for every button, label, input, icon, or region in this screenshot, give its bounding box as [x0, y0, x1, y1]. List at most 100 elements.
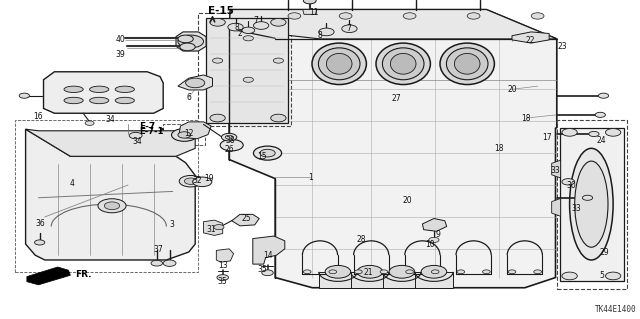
- Circle shape: [562, 179, 575, 185]
- Text: 22: 22: [525, 36, 534, 45]
- Circle shape: [184, 178, 197, 184]
- Text: 8: 8: [234, 23, 239, 32]
- Polygon shape: [253, 236, 285, 264]
- Text: 15: 15: [257, 152, 268, 161]
- Circle shape: [342, 25, 357, 33]
- Ellipse shape: [115, 86, 134, 93]
- Ellipse shape: [90, 86, 109, 93]
- Ellipse shape: [376, 43, 430, 85]
- Text: 4: 4: [70, 179, 75, 188]
- Polygon shape: [351, 272, 389, 288]
- Text: 2: 2: [237, 29, 243, 38]
- Text: 30: 30: [566, 181, 576, 189]
- Polygon shape: [383, 272, 421, 288]
- Circle shape: [85, 121, 94, 125]
- Text: 33: 33: [550, 166, 561, 175]
- Polygon shape: [27, 267, 70, 285]
- Circle shape: [223, 139, 238, 147]
- Text: 25: 25: [241, 214, 252, 223]
- Ellipse shape: [64, 97, 83, 104]
- Polygon shape: [26, 129, 195, 260]
- Ellipse shape: [64, 86, 83, 93]
- Circle shape: [273, 58, 284, 63]
- Circle shape: [178, 132, 191, 138]
- Text: 40: 40: [115, 35, 125, 44]
- Bar: [15, 120, 198, 272]
- Ellipse shape: [326, 54, 352, 74]
- Polygon shape: [44, 72, 163, 113]
- Text: 16: 16: [33, 112, 44, 121]
- Ellipse shape: [390, 54, 416, 74]
- Circle shape: [288, 13, 301, 19]
- Circle shape: [212, 58, 223, 63]
- Bar: [163, 124, 205, 145]
- Text: 31: 31: [206, 225, 216, 234]
- Circle shape: [421, 265, 447, 278]
- Circle shape: [151, 260, 163, 266]
- Polygon shape: [229, 10, 557, 39]
- Circle shape: [217, 275, 228, 280]
- Circle shape: [180, 43, 195, 51]
- Circle shape: [589, 131, 599, 137]
- Text: 37: 37: [154, 245, 164, 254]
- Text: 29: 29: [600, 248, 610, 256]
- Circle shape: [431, 270, 439, 274]
- Circle shape: [228, 23, 243, 31]
- Circle shape: [508, 270, 516, 274]
- Polygon shape: [552, 198, 561, 216]
- Bar: [198, 13, 291, 126]
- Text: 36: 36: [35, 219, 45, 228]
- Polygon shape: [415, 272, 453, 288]
- Circle shape: [339, 13, 352, 19]
- Ellipse shape: [454, 54, 480, 74]
- Ellipse shape: [383, 48, 424, 80]
- Text: FR.: FR.: [75, 270, 92, 279]
- Circle shape: [178, 35, 193, 43]
- Circle shape: [210, 114, 225, 122]
- Circle shape: [531, 13, 544, 19]
- Circle shape: [104, 202, 120, 210]
- Circle shape: [253, 22, 269, 29]
- Text: 17: 17: [542, 133, 552, 142]
- Polygon shape: [303, 10, 317, 14]
- Ellipse shape: [319, 48, 360, 80]
- Circle shape: [163, 260, 176, 266]
- Circle shape: [242, 27, 255, 33]
- Text: 6: 6: [186, 93, 191, 102]
- Text: 5: 5: [599, 271, 604, 280]
- Polygon shape: [232, 214, 259, 226]
- Polygon shape: [206, 18, 288, 123]
- Circle shape: [221, 133, 237, 141]
- Text: 3: 3: [169, 220, 174, 229]
- Text: E-7-1: E-7-1: [140, 127, 164, 136]
- Polygon shape: [512, 32, 549, 43]
- Ellipse shape: [575, 161, 608, 247]
- Polygon shape: [179, 122, 211, 139]
- Circle shape: [243, 36, 253, 41]
- Circle shape: [271, 19, 286, 26]
- Circle shape: [262, 270, 273, 276]
- Text: 38: 38: [225, 137, 236, 145]
- Circle shape: [186, 78, 205, 88]
- Polygon shape: [552, 160, 561, 178]
- Ellipse shape: [447, 48, 488, 80]
- Text: 20: 20: [402, 197, 412, 205]
- Circle shape: [457, 270, 465, 274]
- Text: 35: 35: [257, 265, 268, 274]
- Circle shape: [214, 225, 224, 230]
- Text: TK44E1400: TK44E1400: [595, 305, 637, 314]
- Polygon shape: [319, 272, 357, 288]
- Text: 24: 24: [596, 136, 607, 145]
- Text: 28: 28: [357, 235, 366, 244]
- Circle shape: [389, 265, 415, 278]
- Polygon shape: [216, 249, 234, 262]
- Text: 34: 34: [106, 115, 116, 124]
- Circle shape: [243, 77, 253, 82]
- Text: 26: 26: [224, 145, 234, 154]
- Polygon shape: [422, 219, 447, 231]
- Circle shape: [193, 177, 212, 187]
- Circle shape: [380, 270, 388, 274]
- Text: 11: 11: [309, 8, 318, 17]
- Polygon shape: [176, 32, 206, 51]
- Circle shape: [605, 272, 621, 280]
